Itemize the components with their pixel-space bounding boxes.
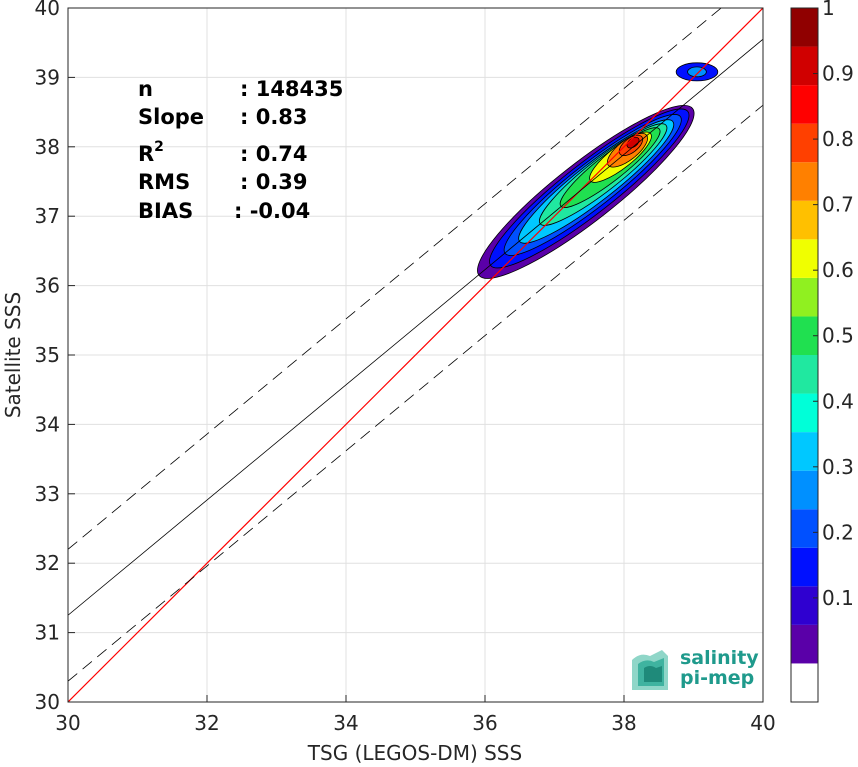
colorbar-segment bbox=[791, 509, 818, 548]
colorbar-segment bbox=[791, 85, 818, 124]
density-contour-small-core bbox=[687, 66, 707, 78]
y-tick-label: 33 bbox=[35, 482, 60, 506]
stat-value-bias: : -0.04 bbox=[234, 199, 310, 223]
wave-logo-icon bbox=[632, 650, 668, 690]
colorbar-segment bbox=[791, 663, 818, 702]
colorbar bbox=[790, 7, 819, 703]
colorbar-segment bbox=[791, 470, 818, 510]
y-axis-ticks: 30 31 32 33 34 35 36 37 38 39 40 bbox=[35, 0, 75, 714]
colorbar-segment bbox=[791, 46, 818, 86]
x-tick-label: 30 bbox=[55, 711, 80, 735]
colorbar-tick-label: 0.9 bbox=[822, 62, 854, 86]
colorbar-segment bbox=[791, 432, 818, 471]
colorbar-tick-label: 0.8 bbox=[822, 127, 854, 151]
y-tick-label: 35 bbox=[35, 343, 60, 367]
colorbar-ticks: 0.1 0.2 0.3 0.4 0.5 0.6 0.7 0.8 0.9 1 bbox=[813, 0, 854, 610]
logo-text-pimep: pi-mep bbox=[680, 667, 754, 689]
regression-line bbox=[68, 38, 763, 616]
colorbar-tick-label: 1 bbox=[822, 0, 835, 20]
stat-value-r2: : 0.74 bbox=[240, 142, 308, 166]
x-tick-label: 36 bbox=[472, 711, 497, 735]
y-tick-label: 30 bbox=[35, 690, 60, 714]
x-tick-label: 32 bbox=[194, 711, 219, 735]
colorbar-tick-label: 0.7 bbox=[822, 193, 854, 217]
colorbar-tick-label: 0.4 bbox=[822, 389, 854, 413]
stat-label-bias: BIAS bbox=[138, 199, 193, 223]
colorbar-segment bbox=[791, 200, 818, 240]
y-tick-label: 34 bbox=[35, 412, 60, 436]
y-tick-label: 32 bbox=[35, 551, 60, 575]
y-axis-label: Satellite SSS bbox=[1, 292, 25, 418]
density-contour bbox=[626, 136, 640, 149]
stats-box: n : 148435 Slope : 0.83 R2 : 0.74 RMS : … bbox=[138, 77, 343, 223]
colorbar-segment bbox=[791, 393, 818, 433]
stat-label-r2: R2 bbox=[138, 139, 164, 166]
y-tick-label: 37 bbox=[35, 204, 60, 228]
reference-lines bbox=[68, 8, 763, 702]
colorbar-tick-label: 0.1 bbox=[822, 586, 854, 610]
upper-bound-line bbox=[68, 8, 722, 550]
x-axis-ticks: 30 32 34 36 38 40 bbox=[55, 695, 776, 735]
y-tick-label: 36 bbox=[35, 274, 60, 298]
stat-label-n: n bbox=[138, 77, 153, 101]
x-tick-label: 34 bbox=[333, 711, 358, 735]
colorbar-segment bbox=[791, 277, 818, 317]
y-tick-label: 39 bbox=[35, 65, 60, 89]
y-tick-label: 31 bbox=[35, 621, 60, 645]
x-tick-label: 40 bbox=[750, 711, 775, 735]
y-tick-label: 40 bbox=[35, 0, 60, 20]
identity-line bbox=[68, 8, 763, 702]
colorbar-tick-label: 0.6 bbox=[822, 258, 854, 282]
colorbar-frame bbox=[790, 7, 819, 703]
stat-label-slope: Slope bbox=[138, 105, 204, 129]
stat-value-n: : 148435 bbox=[240, 77, 343, 101]
colorbar-segment bbox=[791, 162, 818, 201]
colorbar-tick-label: 0.5 bbox=[822, 324, 854, 348]
colorbar-tick-label: 0.3 bbox=[822, 455, 854, 479]
colorbar-segment bbox=[791, 547, 818, 587]
grid-lines bbox=[67, 7, 764, 703]
colorbar-segment bbox=[791, 239, 818, 278]
colorbar-segment bbox=[791, 123, 818, 163]
colorbar-segment bbox=[791, 8, 818, 47]
colorbar-segment bbox=[791, 355, 818, 394]
colorbar-tick-label: 0.2 bbox=[822, 520, 854, 544]
colorbar-segment bbox=[791, 586, 818, 625]
x-tick-label: 38 bbox=[611, 711, 636, 735]
y-tick-label: 38 bbox=[35, 135, 60, 159]
salinity-pimep-logo: salinity pi-mep bbox=[632, 647, 759, 690]
stat-value-slope: : 0.83 bbox=[240, 105, 308, 129]
lower-bound-line bbox=[68, 104, 763, 682]
logo-text-salinity: salinity bbox=[680, 647, 759, 669]
x-axis-label: TSG (LEGOS-DM) SSS bbox=[307, 741, 522, 765]
stat-value-rms: : 0.39 bbox=[240, 170, 308, 194]
colorbar-segment bbox=[791, 624, 818, 664]
stat-label-rms: RMS bbox=[138, 170, 190, 194]
